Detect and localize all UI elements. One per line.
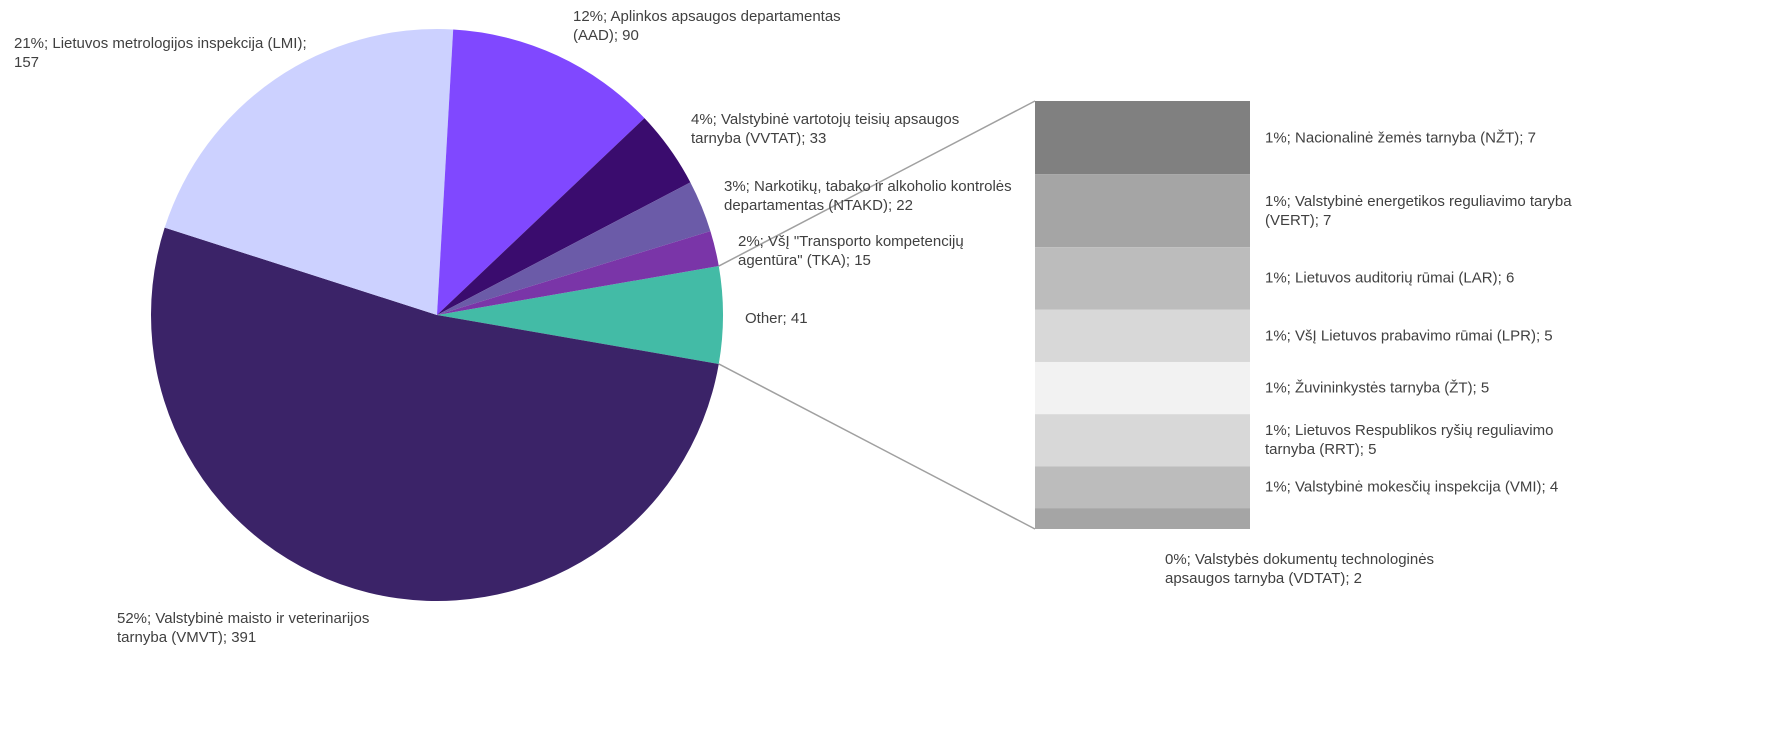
pie-slice xyxy=(437,231,719,315)
bar-segment xyxy=(1035,247,1250,310)
bar-segment xyxy=(1035,309,1250,362)
data-label: 3%; Narkotikų, tabako ir alkoholio kontr… xyxy=(724,178,1012,214)
pie-slice xyxy=(437,182,711,315)
data-label: 21%; Lietuvos metrologijos inspekcija (L… xyxy=(14,35,307,71)
bar-segment xyxy=(1035,508,1250,529)
bar-segment xyxy=(1035,361,1250,415)
pie-slice xyxy=(437,29,645,316)
data-label: 1%; VšĮ Lietuvos prabavimo rūmai (LPR); … xyxy=(1265,327,1553,345)
bar-segment xyxy=(1035,466,1250,509)
pie-slice xyxy=(150,227,719,602)
data-label: 1%; Lietuvos Respublikos ryšių reguliavi… xyxy=(1265,422,1554,459)
data-label: 4%; Valstybinė vartotojų teisių apsaugos… xyxy=(691,111,960,147)
pie-slice xyxy=(437,118,691,315)
pie-slice xyxy=(437,266,723,364)
bar-segment xyxy=(1035,414,1250,467)
connector xyxy=(718,100,1036,267)
data-label: 0%; Valstybės dokumentų technologinės ap… xyxy=(1165,551,1435,587)
data-label: 2%; VšĮ "Transporto kompetencijų agentūr… xyxy=(738,233,964,269)
connector xyxy=(718,363,1036,530)
pie-slice xyxy=(164,29,454,315)
data-label: 52%; Valstybinė maisto ir veterinarijos … xyxy=(117,610,370,646)
data-label: 1%; Žuvininkystės tarnyba (ŽT); 5 xyxy=(1265,379,1490,397)
data-label: Other; 41 xyxy=(745,310,808,327)
data-label: 1%; Nacionalinė žemės tarnyba (NŽT); 7 xyxy=(1265,129,1536,147)
bar-segment xyxy=(1035,174,1250,248)
data-label: 1%; Valstybinė energetikos reguliavimo t… xyxy=(1265,192,1572,229)
data-label: 12%; Aplinkos apsaugos departamentas (AA… xyxy=(573,8,841,44)
data-label: 1%; Valstybinė mokesčių inspekcija (VMI)… xyxy=(1265,478,1559,496)
bar-segment xyxy=(1035,101,1250,175)
data-label: 1%; Lietuvos auditorių rūmai (LAR); 6 xyxy=(1265,269,1515,287)
